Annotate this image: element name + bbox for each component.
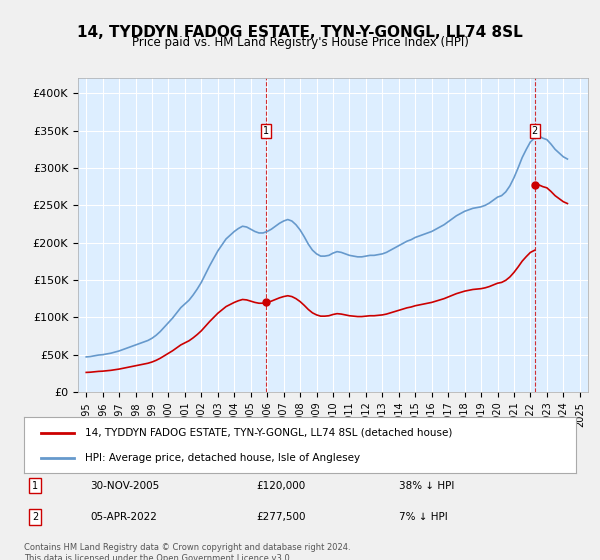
Text: 14, TYDDYN FADOG ESTATE, TYN-Y-GONGL, LL74 8SL (detached house): 14, TYDDYN FADOG ESTATE, TYN-Y-GONGL, LL… bbox=[85, 428, 452, 438]
Point bbox=[261, 298, 271, 307]
Text: 38% ↓ HPI: 38% ↓ HPI bbox=[400, 480, 455, 491]
Point bbox=[530, 180, 539, 189]
Text: Contains HM Land Registry data © Crown copyright and database right 2024.
This d: Contains HM Land Registry data © Crown c… bbox=[24, 543, 350, 560]
Text: 1: 1 bbox=[32, 480, 38, 491]
Text: 2: 2 bbox=[532, 125, 538, 136]
Text: HPI: Average price, detached house, Isle of Anglesey: HPI: Average price, detached house, Isle… bbox=[85, 452, 360, 463]
Text: 2: 2 bbox=[32, 512, 38, 522]
Text: £120,000: £120,000 bbox=[256, 480, 305, 491]
Text: Price paid vs. HM Land Registry's House Price Index (HPI): Price paid vs. HM Land Registry's House … bbox=[131, 36, 469, 49]
Text: 7% ↓ HPI: 7% ↓ HPI bbox=[400, 512, 448, 522]
Text: £277,500: £277,500 bbox=[256, 512, 305, 522]
Text: 05-APR-2022: 05-APR-2022 bbox=[90, 512, 157, 522]
Text: 30-NOV-2005: 30-NOV-2005 bbox=[90, 480, 160, 491]
Text: 14, TYDDYN FADOG ESTATE, TYN-Y-GONGL, LL74 8SL: 14, TYDDYN FADOG ESTATE, TYN-Y-GONGL, LL… bbox=[77, 25, 523, 40]
Text: 1: 1 bbox=[263, 125, 269, 136]
